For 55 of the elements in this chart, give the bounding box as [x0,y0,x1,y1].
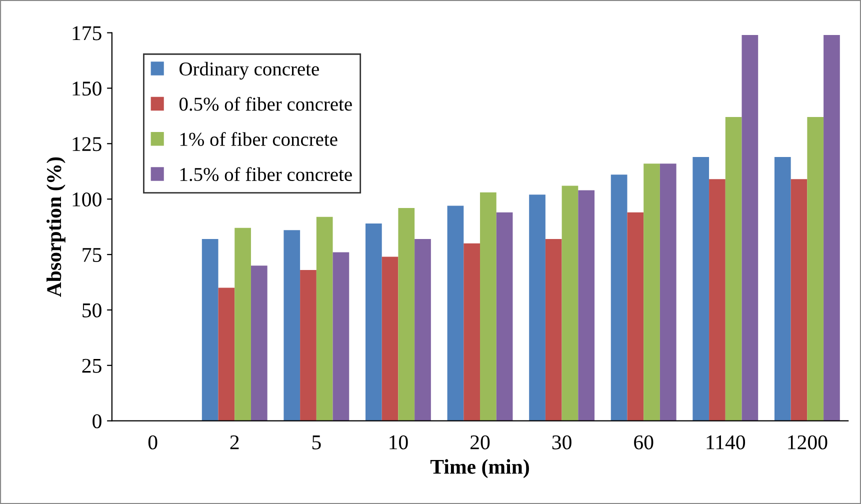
bar [692,156,710,421]
legend-label: 1.5% of fiber concrete [180,167,352,182]
bar [660,164,676,421]
x-tick-label: 0 [148,435,158,450]
legend-label: 0.5% of fiber concrete [179,96,352,111]
x-tick-label: 60 [634,435,654,450]
bar [742,34,758,421]
y-tick-label: 25 [82,358,102,373]
bar [610,174,628,421]
bar [790,179,808,421]
bar [529,194,546,421]
bar [824,34,840,421]
bar [480,192,496,421]
x-tick-label: 30 [552,435,572,450]
bar [332,252,350,421]
bar [414,238,431,421]
bar [562,186,578,421]
bar [250,266,268,421]
bar [447,206,464,421]
x-tick-label: 1200 [788,435,828,450]
bar [545,238,562,421]
bar [807,117,824,421]
bar [774,156,791,421]
x-axis-title: Time (min) [430,459,529,478]
bar [578,190,595,421]
x-tick-label: 20 [470,435,490,450]
y-tick-label: 150 [72,82,102,96]
bar [365,223,382,421]
x-tick-label: 2 [230,435,239,450]
y-tick-label: 75 [82,248,102,262]
legend-label: Ordinary concrete [180,62,319,80]
x-tick-label: 5 [312,436,321,450]
x-tick-label: 1140 [706,435,746,450]
bar [496,212,513,421]
y-tick-label: 100 [72,192,102,207]
bar [725,117,742,421]
bar [316,216,333,421]
bar [218,288,235,421]
legend-label: 1% of fiber concrete [180,132,338,146]
x-tick-label: 10 [390,435,408,450]
bar [709,179,726,421]
bar [644,164,660,421]
y-axis-title: Absorption (%) [46,157,66,297]
bar [284,230,300,421]
bar [398,208,415,421]
bar [300,270,316,421]
y-tick-label: 50 [82,303,102,318]
bar [202,238,218,421]
bar [234,228,251,421]
bar [382,256,398,421]
y-tick-label: 0 [92,414,102,428]
bar [627,212,644,421]
bar [464,243,480,421]
y-tick-label: 125 [72,137,102,152]
y-tick-label: 175 [72,26,102,40]
